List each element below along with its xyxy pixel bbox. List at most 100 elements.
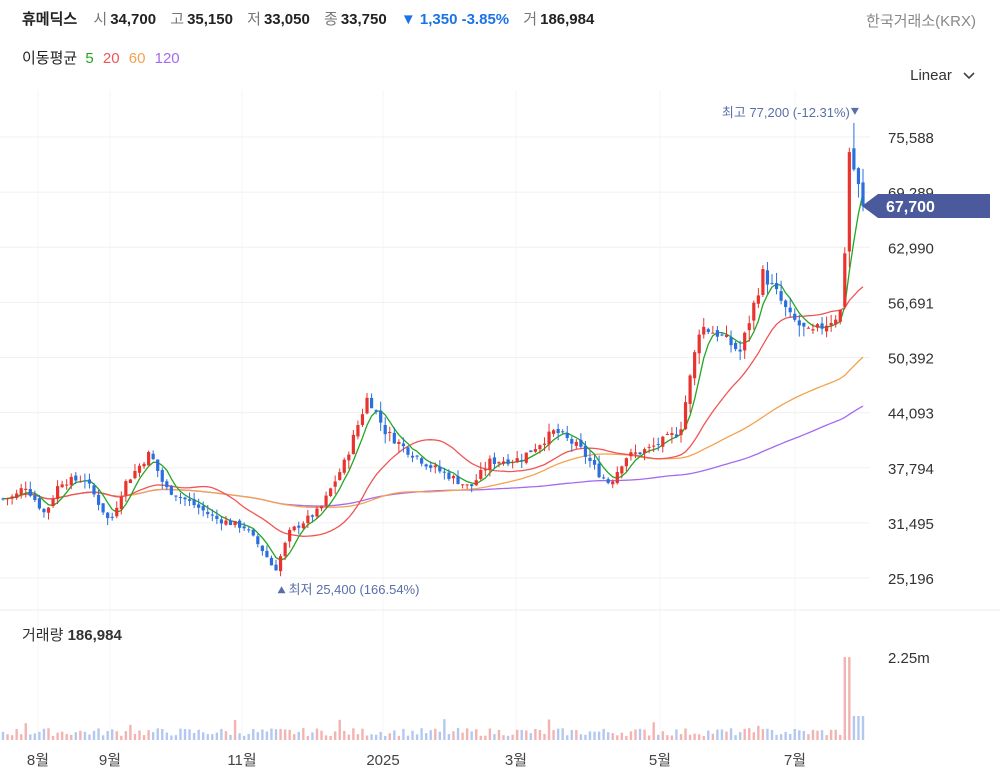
candle-body (137, 465, 142, 473)
candle-body (479, 469, 483, 480)
volume-bar (843, 657, 846, 740)
candle-body (347, 454, 351, 461)
scale-selector-label: Linear (910, 67, 952, 84)
volume-bar (24, 723, 27, 740)
candle-body (856, 168, 861, 185)
volume-bar (115, 731, 118, 740)
close-value: 33,750 (340, 11, 387, 28)
candle-body (756, 295, 760, 304)
open-label: 시 (93, 11, 108, 28)
ma-legend-20[interactable]: 20 (102, 50, 120, 67)
volume-bar (92, 730, 96, 740)
volume-bar (192, 732, 196, 740)
candle-body (110, 516, 114, 518)
volume-bar (570, 730, 573, 740)
volume-bar (124, 731, 128, 740)
volume-bar (179, 728, 182, 740)
candle-body (238, 520, 242, 528)
candle-body (415, 455, 419, 457)
volume-bar (311, 732, 314, 740)
candle-body (456, 476, 460, 484)
candle-body (87, 479, 92, 484)
candle-body (470, 484, 474, 487)
volume-bar (142, 735, 146, 740)
x-tick-label: 9월 (99, 752, 121, 769)
volume-bar (829, 729, 833, 740)
candle-body (324, 495, 328, 506)
volume-bar (757, 725, 760, 740)
candle-body (278, 556, 283, 572)
volume-bar (106, 730, 109, 740)
candle-body (83, 480, 87, 482)
volume-bar (370, 734, 373, 740)
candle-body (142, 463, 146, 467)
candle-body (551, 430, 556, 434)
volume-bar (634, 729, 637, 740)
volume-bar (238, 733, 241, 740)
volume-bar (183, 729, 187, 740)
candle-body (133, 470, 137, 479)
candle-body (151, 453, 155, 460)
volume-bar (424, 733, 428, 740)
volume-bar (675, 729, 678, 740)
candle-body (815, 324, 820, 328)
candle-body (542, 443, 547, 445)
volume-bar (283, 729, 287, 740)
volume-bar (38, 731, 41, 740)
candle-body (615, 472, 619, 484)
low-annotation: 최저 25,400 (166.54%) (289, 582, 420, 597)
candle-body (488, 458, 492, 470)
candle-body (838, 309, 842, 322)
volume-bar (775, 734, 778, 740)
volume-bar (447, 733, 451, 740)
volume-bar (297, 731, 300, 740)
ma-legend-60[interactable]: 60 (128, 50, 146, 67)
high-marker-icon (850, 107, 859, 115)
volume-bar (215, 732, 219, 740)
candle-body (383, 424, 387, 435)
volume-bar (820, 730, 824, 740)
volume-bar (170, 735, 173, 740)
volume-bar (852, 716, 856, 740)
volume-bar (361, 728, 364, 740)
candle-body (606, 479, 610, 483)
ma-legend-5[interactable]: 5 (85, 50, 94, 67)
volume-bar (538, 730, 542, 740)
volume-bar (738, 732, 742, 740)
x-tick-label: 2025 (366, 752, 399, 769)
candle-body (538, 445, 542, 450)
candle-body (260, 545, 264, 552)
volume-bar (202, 732, 205, 740)
candle-body (515, 458, 519, 463)
candle-body (201, 505, 205, 511)
candle-body (511, 461, 515, 463)
volume-bar (161, 728, 164, 740)
candle-body (683, 402, 688, 430)
ma-legend-120[interactable]: 120 (154, 50, 180, 67)
volume-bar (438, 731, 442, 740)
y-tick-label: 50,392 (888, 351, 934, 368)
candle-body (647, 446, 651, 448)
candle-body (147, 452, 151, 466)
y-tick-label: 31,495 (888, 516, 934, 533)
volume-bar (329, 735, 332, 740)
close-label: 종 (324, 11, 338, 28)
candle-body (10, 496, 14, 499)
candle-body (128, 479, 133, 483)
candle-body (656, 443, 660, 445)
volume-bar (788, 733, 792, 740)
candle-body (265, 550, 269, 558)
volume-bar (97, 728, 100, 740)
candle-body (301, 523, 305, 529)
price-header: 휴메딕스 시 34,700 고 35,150 저 33,050 종 33,750 ▼ 1… (22, 8, 604, 29)
x-tick-label: 5월 (649, 752, 671, 769)
volume-bar (133, 733, 137, 740)
volume-bar (515, 729, 519, 740)
volume-bar (242, 735, 246, 740)
volume-bar (711, 733, 715, 740)
candle-body (861, 182, 865, 207)
scale-selector[interactable]: Linear (910, 67, 976, 84)
volume-bar (206, 734, 209, 740)
y-tick-label: 62,990 (888, 240, 934, 257)
